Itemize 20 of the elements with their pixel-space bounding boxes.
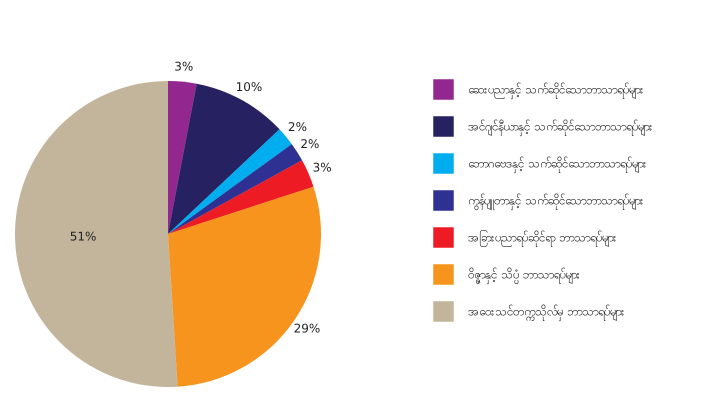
data-label: 29% — [294, 321, 320, 336]
legend-label: အဝေးသင်တက္ကသိုလ်မှ ဘာသာရပ်များ — [468, 304, 625, 322]
legend-label: ဝိဇ္ဇာနှင့် သိပ္ပံ ဘာသာရပ်များ — [468, 266, 581, 284]
legend-label: အင်ဂျင်နီယာနှင့် သက်ဆိုင်သောဘာသာရပ်များ — [468, 118, 653, 136]
pie-slice — [168, 84, 280, 234]
pie-slice — [168, 144, 302, 234]
legend-label: ဆေးပညာနှင့် သက်ဆိုင်သောဘာသာရပ်များ — [468, 82, 644, 100]
data-label: 51% — [70, 230, 96, 244]
pie-slice — [168, 160, 314, 234]
legend-label: ကွန်ပျူတာနှင့် သက်ဆိုင်သောဘာသာရပ်များ — [468, 192, 644, 210]
data-label: 2% — [288, 120, 307, 134]
pie-slice — [168, 186, 321, 387]
data-label: 3% — [174, 60, 194, 74]
pie-slice — [15, 81, 178, 387]
data-label: 2% — [300, 136, 320, 151]
legend-label: ဘောဂဗေဒနှင့် သက်ဆိုင်သောဘာသာရပ်များ — [468, 156, 647, 174]
data-label: 3% — [312, 160, 332, 174]
legend-label: အခြားပညာရပ်ဆိုင်ရာ ဘာသာရပ်များ — [468, 228, 617, 248]
pie-slice — [168, 81, 197, 234]
data-label: 10% — [236, 80, 262, 94]
